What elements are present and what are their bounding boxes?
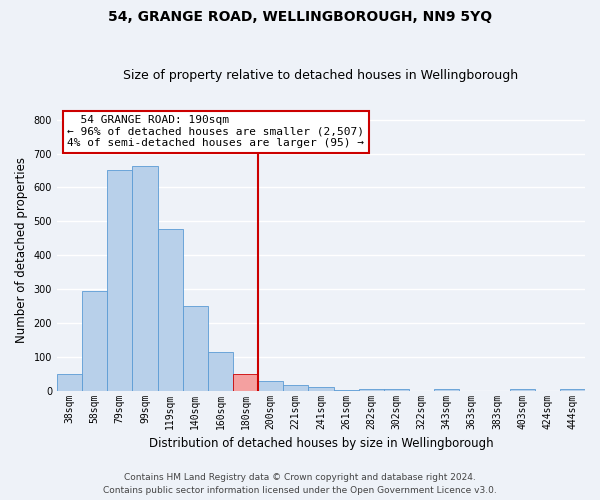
Bar <box>82 292 107 390</box>
Bar <box>208 352 233 391</box>
Y-axis label: Number of detached properties: Number of detached properties <box>15 157 28 343</box>
Bar <box>258 381 283 390</box>
Bar <box>158 229 182 390</box>
Bar <box>57 374 82 390</box>
Bar <box>233 374 258 390</box>
X-axis label: Distribution of detached houses by size in Wellingborough: Distribution of detached houses by size … <box>149 437 493 450</box>
Bar <box>283 385 308 390</box>
Bar <box>133 166 158 390</box>
Text: 54, GRANGE ROAD, WELLINGBOROUGH, NN9 5YQ: 54, GRANGE ROAD, WELLINGBOROUGH, NN9 5YQ <box>108 10 492 24</box>
Bar <box>182 306 208 390</box>
Bar <box>107 170 133 390</box>
Bar <box>560 389 585 390</box>
Bar <box>359 389 384 390</box>
Bar <box>308 388 334 390</box>
Title: Size of property relative to detached houses in Wellingborough: Size of property relative to detached ho… <box>124 69 518 82</box>
Text: Contains HM Land Registry data © Crown copyright and database right 2024.
Contai: Contains HM Land Registry data © Crown c… <box>103 474 497 495</box>
Text: 54 GRANGE ROAD: 190sqm  
← 96% of detached houses are smaller (2,507)
4% of semi: 54 GRANGE ROAD: 190sqm ← 96% of detached… <box>67 115 364 148</box>
